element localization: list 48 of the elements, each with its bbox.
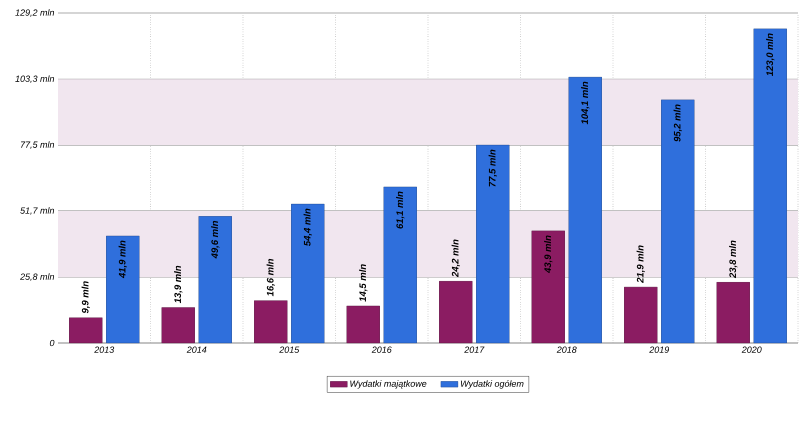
data-label: 43,9 mln <box>544 235 552 274</box>
x-tick-label: 2019 <box>649 346 670 353</box>
data-label: 95,2 mln <box>674 104 682 142</box>
data-label: 24,2 mln <box>452 240 460 278</box>
y-tick-label: 25,8 mln <box>20 273 54 281</box>
data-label: 14,5 mln <box>359 264 368 302</box>
bar <box>254 300 288 344</box>
legend-label: Wydatki ogółem <box>460 380 524 389</box>
data-label: 13,9 mln <box>174 266 182 304</box>
x-tick-label: 2016 <box>372 346 392 353</box>
bar <box>624 286 658 344</box>
bar <box>106 236 140 344</box>
x-tick-label: 2013 <box>94 346 114 353</box>
x-tick-label: 2020 <box>742 346 762 353</box>
bar <box>198 216 232 344</box>
data-label: 77,5 mln <box>488 150 497 186</box>
bar <box>69 318 102 344</box>
x-tick-label: 2014 <box>186 346 206 353</box>
bar <box>346 306 380 344</box>
data-label: 49,6 mln <box>211 220 220 259</box>
data-label: 16,6 mln <box>266 258 275 296</box>
y-tick-label: 51,7 mln <box>20 207 54 215</box>
data-label: 23,8 mln <box>729 240 738 278</box>
bar <box>754 28 787 344</box>
data-label: 54,4 mln <box>304 208 312 246</box>
x-tick-label: 2017 <box>464 346 484 353</box>
bar <box>291 204 324 344</box>
x-tick-label: 2015 <box>279 346 300 353</box>
legend-label: Wydatki majątkowe <box>350 380 426 389</box>
data-label: 41,9 mln <box>118 240 127 278</box>
bar <box>716 282 750 344</box>
data-label: 9,9 mln <box>82 281 90 314</box>
y-tick-label: 103,3 mln <box>15 75 54 83</box>
bar <box>384 186 417 344</box>
y-tick-label: 77,5 mln <box>21 141 54 149</box>
bar <box>439 280 472 344</box>
data-label: 123,0 mln <box>766 33 774 76</box>
bar <box>476 144 510 344</box>
data-label: 104,1 mln <box>581 82 590 124</box>
bar <box>532 230 565 344</box>
bar <box>568 76 602 344</box>
bar <box>162 307 195 344</box>
y-tick-label: 0 <box>50 340 54 346</box>
x-tick-label: 2018 <box>556 346 577 353</box>
data-label: 21,9 mln <box>636 245 645 284</box>
data-label: 61,1 mln <box>396 192 404 229</box>
bar <box>661 100 694 344</box>
y-tick-label: 129,2 mln <box>15 9 54 17</box>
